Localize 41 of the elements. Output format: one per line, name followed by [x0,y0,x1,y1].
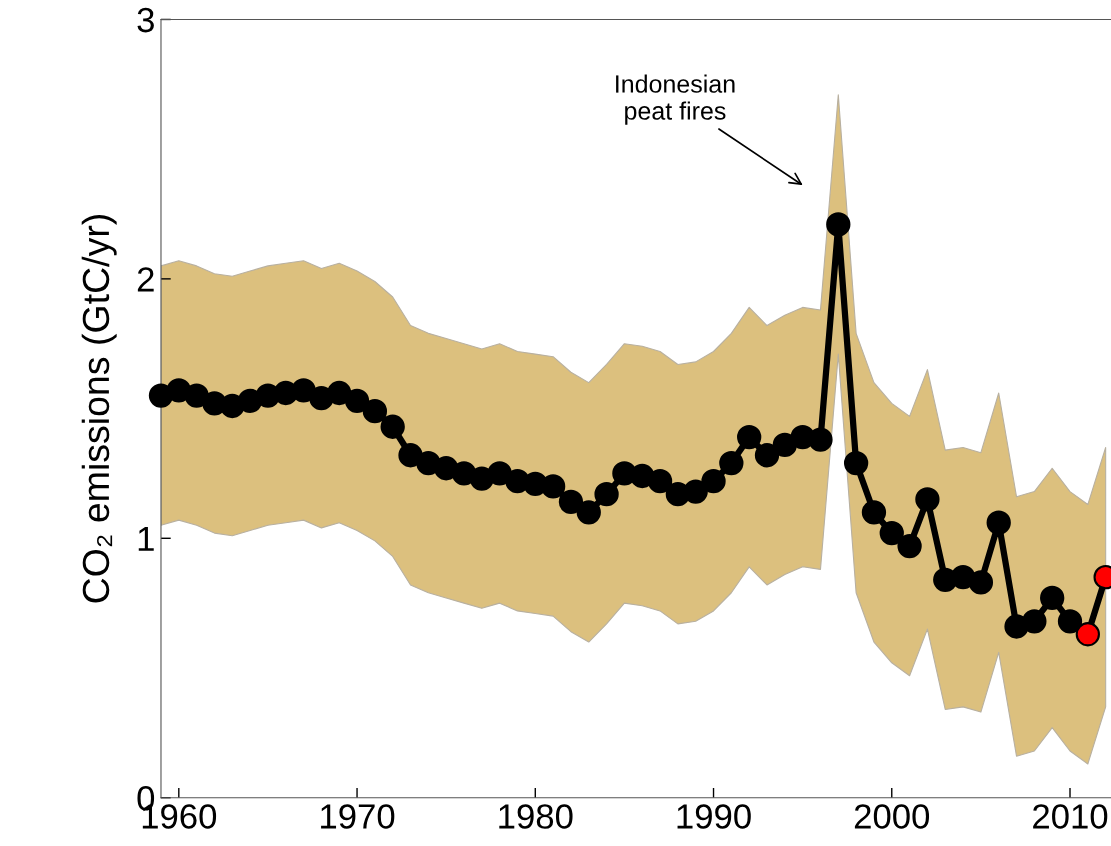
point [772,432,797,458]
point [1075,622,1100,647]
x-tick-label: 1970 [321,804,395,829]
point [558,489,584,515]
point [362,399,388,424]
point [737,424,762,450]
point [1057,609,1083,634]
x-tick-label: 2000 [854,804,930,829]
x-tick-label: 1990 [677,804,751,829]
point [701,469,726,494]
x-tick-label: 1980 [499,804,573,829]
point [754,443,780,468]
x-tick-label: 2010 [1033,804,1108,829]
point [719,450,744,476]
point [327,380,352,406]
point [576,500,601,525]
point [861,500,887,525]
point [487,461,512,486]
point [594,482,619,507]
point [879,520,904,546]
point [540,474,566,499]
point [986,510,1011,535]
point [344,388,370,413]
point [1040,585,1065,611]
annotation: Indonesian peat fires [616,74,735,125]
point [647,469,673,494]
point [683,479,708,504]
point [843,450,869,476]
y-axis-title: CO₂ emissions (GtC/yr) [81,215,117,603]
point [915,487,940,512]
point [380,414,405,439]
y-tick-label: 2 [137,267,154,292]
point [398,443,423,468]
point [808,427,833,452]
point [826,212,851,237]
point [968,570,994,595]
y-tick-label: 3 [137,7,154,33]
point [897,533,922,559]
y-tick-label: 1 [138,526,154,551]
point [291,378,316,403]
point [1022,609,1047,634]
